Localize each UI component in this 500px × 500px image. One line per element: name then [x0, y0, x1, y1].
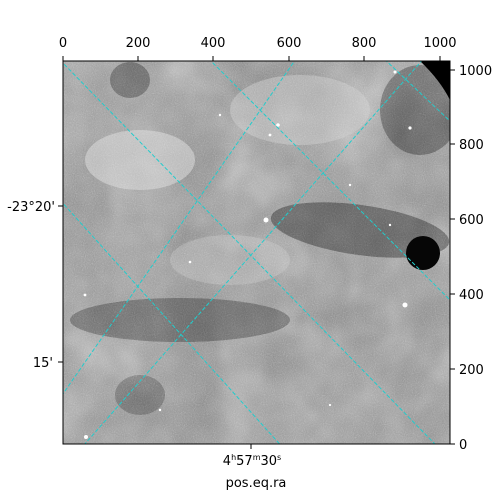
left-axis: -23°20' 15': [7, 200, 63, 371]
astronomical-image: [63, 61, 450, 444]
top-tick-label: 400: [201, 36, 226, 51]
top-tick-label: 600: [277, 36, 302, 51]
plot-frame: [62, 60, 451, 445]
right-tick-label: 0: [459, 438, 467, 453]
bottom-axis: 4h57m30s pos.eq.ra: [223, 444, 287, 491]
top-tick-label: 1000: [423, 36, 456, 51]
right-tick-label: 400: [459, 288, 484, 303]
right-axis: 0 200 400 600 800 1000: [450, 64, 492, 453]
top-tick-label: 0: [59, 36, 67, 51]
right-tick-label: 1000: [459, 64, 492, 79]
left-tick-label: -23°20': [7, 200, 55, 215]
top-tick-label: 800: [352, 36, 377, 51]
x-axis-label: pos.eq.ra: [226, 476, 287, 491]
stars: [83, 70, 412, 439]
bottom-tick-label: 4h57m30s: [223, 453, 281, 469]
top-axis: 0 200 400 600 800 1000: [59, 36, 457, 61]
right-tick-label: 200: [459, 363, 484, 378]
top-tick-label: 200: [126, 36, 151, 51]
left-tick-label: 15': [33, 356, 53, 371]
right-tick-label: 600: [459, 213, 484, 228]
right-tick-label: 800: [459, 138, 484, 153]
